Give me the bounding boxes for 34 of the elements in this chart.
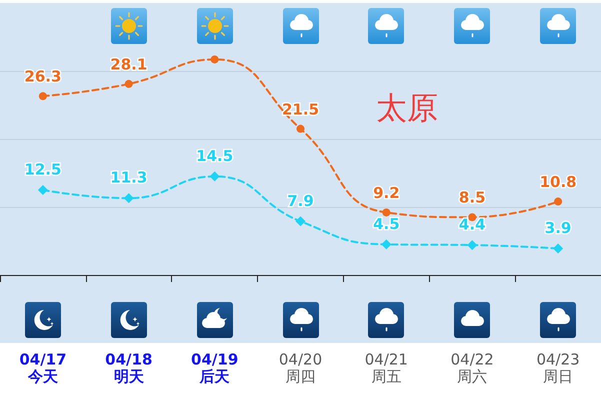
point [382, 208, 390, 216]
data-label: 3.9 [544, 218, 572, 237]
data-label: 12.5 [24, 160, 62, 178]
x-tick-label: 04/17 今天 [19, 350, 67, 386]
text: 太原 [376, 90, 438, 126]
x-tick-label: 04/20 周四 [278, 350, 322, 386]
data-label: 4.5 [373, 214, 400, 233]
point [381, 239, 392, 250]
point [210, 55, 219, 64]
point [554, 198, 562, 206]
data-label: 8.5 [458, 188, 486, 207]
point [38, 185, 48, 195]
x-tick-label: 04/22 周六 [450, 350, 494, 386]
x-tick-label: 04/23 周日 [536, 350, 580, 386]
data-label: 26.3 [24, 68, 62, 86]
point [124, 80, 133, 88]
point [467, 240, 478, 250]
x-tick-label: 04/18 明天 [105, 350, 152, 386]
point [296, 124, 304, 133]
point [210, 171, 220, 182]
data-label: 14.5 [196, 146, 234, 165]
point [296, 216, 306, 226]
data-label: 7.9 [287, 192, 314, 210]
data-label: 4.4 [458, 216, 486, 234]
data-label: 11.3 [110, 168, 148, 187]
x-tick-label: 04/19 后天 [191, 350, 238, 386]
point [124, 193, 134, 204]
data-label: 21.5 [282, 100, 320, 118]
data-label: 28.1 [110, 55, 148, 74]
data-label: 10.8 [540, 173, 577, 192]
point [553, 243, 564, 254]
point [38, 92, 47, 100]
data-label: 9.2 [373, 184, 400, 202]
x-tick-label: 04/21 周五 [364, 350, 408, 386]
